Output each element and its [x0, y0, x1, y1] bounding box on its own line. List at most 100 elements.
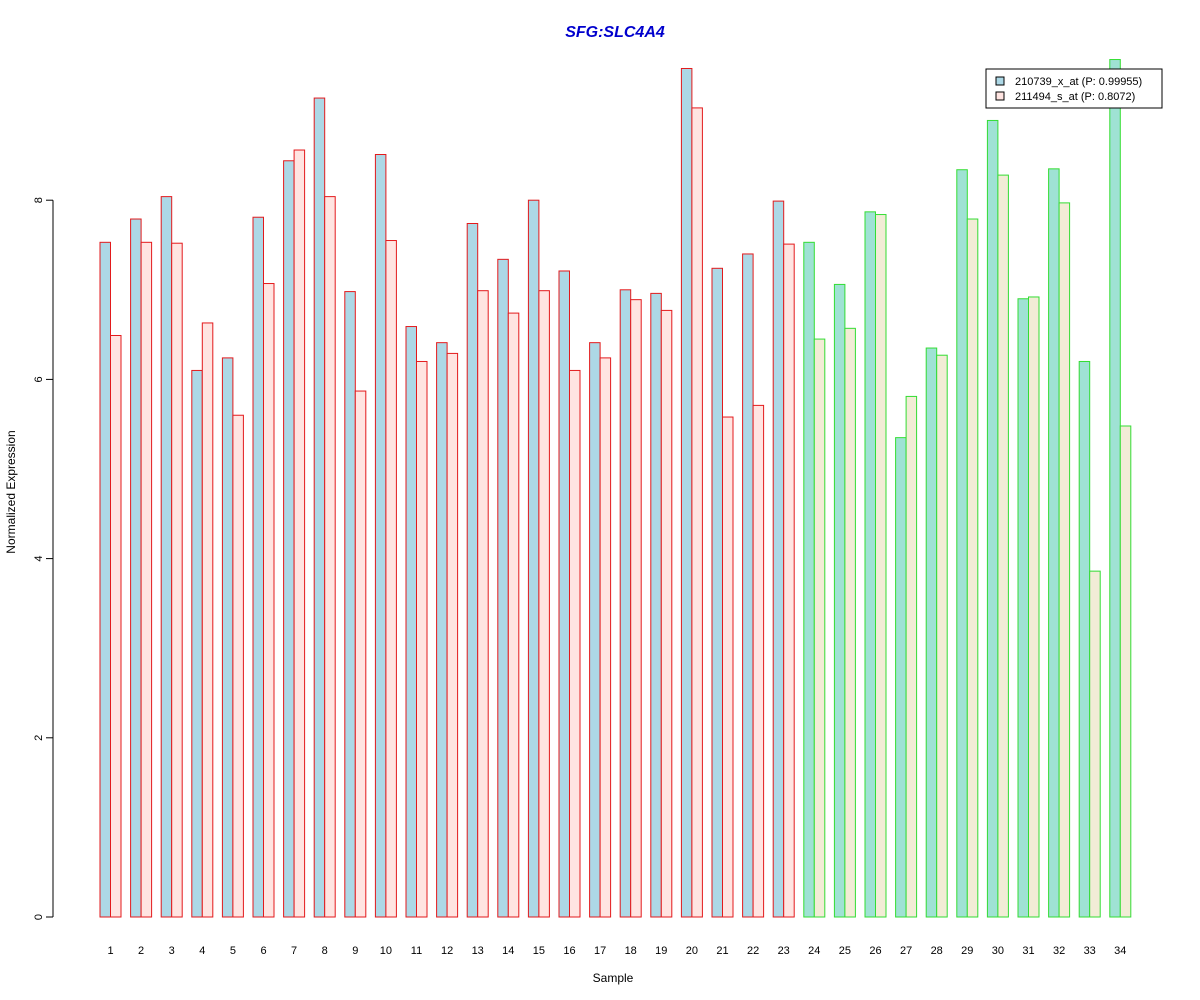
bar-series-1 — [527, 199, 540, 918]
bar-series-2 — [905, 395, 918, 918]
bar-series-1 — [772, 200, 785, 918]
bar-series-1 — [374, 154, 387, 918]
bar-series-1 — [986, 119, 999, 918]
x-tick-label: 10 — [380, 945, 392, 957]
x-tick-label: 7 — [291, 945, 297, 957]
bar-series-1 — [742, 253, 754, 918]
x-axis-label: Sample — [593, 971, 634, 985]
x-tick-label: 25 — [839, 945, 851, 957]
bar-series-1 — [191, 369, 203, 918]
bar-series-2 — [1119, 425, 1132, 918]
x-tick-label: 34 — [1114, 945, 1126, 957]
bar-series-2 — [875, 214, 887, 918]
bar-series-1 — [1048, 168, 1060, 918]
bar-series-1 — [99, 241, 111, 918]
bar-series-1 — [466, 222, 479, 918]
x-tick-label: 32 — [1053, 945, 1065, 957]
x-tick-label: 19 — [655, 945, 667, 957]
x-tick-label: 12 — [441, 945, 453, 957]
bar-series-2 — [416, 360, 428, 918]
x-tick-label: 11 — [411, 945, 422, 957]
x-tick-label: 8 — [322, 945, 328, 957]
x-tick-label: 26 — [869, 945, 881, 957]
bar-series-2 — [324, 196, 336, 918]
bar-series-1 — [130, 218, 142, 918]
bar-series-1 — [650, 292, 662, 918]
bar-series-1 — [956, 169, 968, 918]
bar-series-1 — [619, 289, 632, 918]
bar-series-2 — [171, 242, 183, 918]
bar-series-2 — [477, 290, 489, 918]
bar-series-1 — [1017, 298, 1029, 918]
bar-series-2 — [538, 290, 550, 918]
y-axis: 0 2 4 6 8 — [33, 197, 54, 920]
x-tick-label: 16 — [563, 945, 575, 957]
y-tick-label: 6 — [33, 376, 45, 382]
bar-series-2 — [813, 338, 826, 918]
bar-series-1 — [1078, 360, 1091, 918]
bar-series-1 — [252, 216, 264, 918]
bar-series-2 — [263, 283, 275, 918]
bar-series-2 — [140, 241, 153, 918]
x-tick-label: 33 — [1084, 945, 1096, 957]
bar-series-2 — [446, 352, 459, 918]
x-tick-label: 20 — [686, 945, 698, 957]
bar-series-1 — [405, 326, 417, 918]
bar-series-1 — [925, 347, 938, 918]
bar-series-2 — [722, 416, 734, 918]
bar-series-2 — [1058, 202, 1071, 918]
bar-series-2 — [997, 174, 1009, 918]
bar-series-1 — [589, 342, 601, 918]
bar-series-1 — [803, 241, 815, 918]
legend-entry: 210739_x_at (P: 0.99955) — [1015, 76, 1142, 88]
x-tick-label: 23 — [778, 945, 790, 957]
x-tick-label: 13 — [472, 945, 484, 957]
x-tick-label: 2 — [138, 945, 144, 957]
x-tick-label: 29 — [961, 945, 973, 957]
bar-series-2 — [599, 357, 612, 918]
bar-series-1 — [221, 357, 234, 918]
x-tick-label: 24 — [808, 945, 820, 957]
x-tick-label: 4 — [199, 945, 205, 957]
bar-series-1 — [344, 291, 356, 918]
x-tick-label: 31 — [1022, 945, 1034, 957]
x-tick-label: 28 — [931, 945, 943, 957]
bar-series-2 — [293, 149, 306, 918]
legend-entry: 211494_s_at (P: 0.8072) — [1015, 91, 1135, 103]
bar-series-1 — [895, 437, 907, 918]
x-tick-label: 1 — [107, 945, 113, 957]
x-tick-label: 5 — [230, 945, 236, 957]
x-tick-label: 30 — [992, 945, 1004, 957]
y-axis-label: Normalized Expression — [4, 430, 18, 553]
x-tick-label: 21 — [716, 945, 728, 957]
y-tick-label: 0 — [33, 914, 45, 920]
y-tick-label: 4 — [33, 556, 45, 562]
bar-series-2 — [844, 327, 856, 918]
y-tick-label: 2 — [33, 735, 45, 741]
bar-series-1 — [558, 270, 570, 918]
bar-series-2 — [507, 312, 520, 918]
x-tick-label: 9 — [352, 945, 358, 957]
legend-swatch — [995, 91, 1005, 101]
bar-series-2 — [630, 299, 642, 918]
x-tick-label: 22 — [747, 945, 759, 957]
bar-series-1 — [160, 196, 173, 918]
x-tick-label: 14 — [502, 945, 514, 957]
bar-series-1 — [864, 211, 876, 918]
bar-series-2 — [966, 218, 979, 918]
bar-series-2 — [691, 107, 703, 918]
bar-series-1 — [833, 283, 846, 918]
x-tick-label: 15 — [533, 945, 545, 957]
x-tick-label: 18 — [625, 945, 637, 957]
bar-series-1 — [436, 342, 448, 918]
x-tick-label: 17 — [594, 945, 606, 957]
bar-series-1 — [313, 97, 326, 918]
bar-series-1 — [1109, 59, 1121, 918]
legend: 210739_x_at (P: 0.99955) 211494_s_at (P: … — [985, 68, 1163, 109]
bar-series-2 — [660, 309, 673, 918]
bar-series-2 — [936, 354, 948, 918]
legend-box — [985, 68, 1163, 109]
bar-series-1 — [497, 258, 509, 918]
bar-series-2 — [110, 334, 122, 918]
